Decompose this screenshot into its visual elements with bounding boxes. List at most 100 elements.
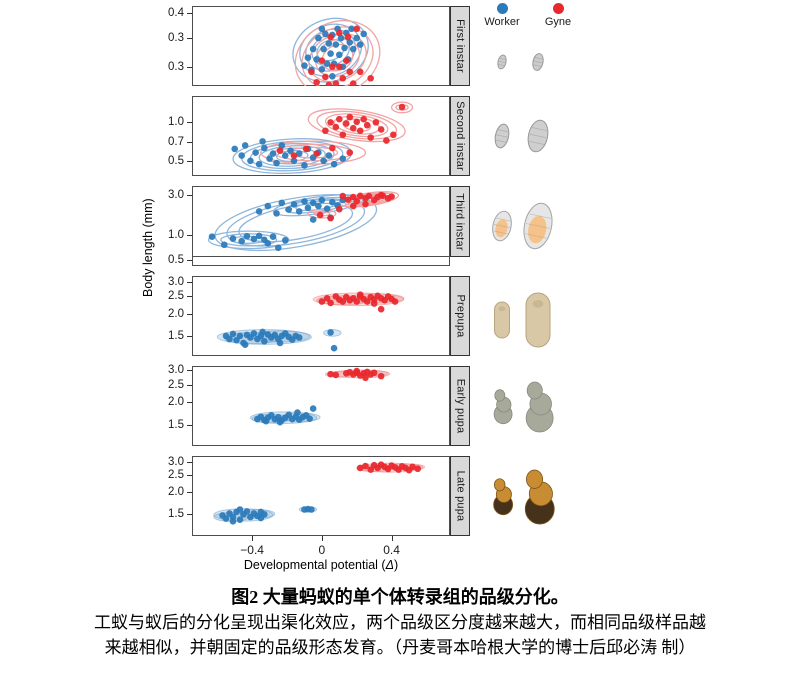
worker-specimen-image [492,210,512,242]
gyne-point [363,298,371,305]
worker-point [255,208,263,215]
gyne-point [349,202,357,210]
facet-panel-4: Prepupa [192,276,470,356]
caption-line-2: 来越相似，并朝固定的品级形态发育。（丹麦哥本哈根大学的博士后邱必涛 制） [104,638,696,657]
gyne-dot-icon [552,3,564,14]
worker-point [229,330,237,338]
worker-point [301,198,308,205]
facet-panel-3: Third instar [192,186,470,266]
y-tick-label: 0.7 [168,136,184,149]
worker-point [304,204,312,212]
y-tick-label: 3.0 [168,188,184,201]
y-tick-mark [187,296,192,298]
gyne-density-ellipse [316,110,398,140]
x-axis-title-delta: Δ [385,558,394,572]
worker-dot-icon [496,3,508,14]
worker-point [290,157,298,165]
legend-worker-label: Worker [484,16,520,28]
worker-point [276,339,284,347]
worker-point [220,241,228,249]
gyne-point [332,123,340,131]
y-tick-mark [187,461,192,463]
worker-point [330,160,338,168]
stage-specimen-photos-4 [494,292,551,348]
gyne-point [365,192,373,200]
x-tick-mark [252,536,254,541]
stage-specimen-photos-6 [493,469,555,525]
worker-point [360,30,368,38]
gyne-point [327,214,334,222]
gyne-point [391,298,399,305]
y-tick-mark [187,234,192,236]
gyne-point [377,126,385,133]
y-tick-label: 2.0 [168,486,184,499]
worker-point [318,25,326,33]
worker-specimen-image [494,123,510,149]
worker-point [339,155,347,162]
gyne-point [342,57,350,64]
x-axis-title-pre: Developmental potential ( [243,558,386,572]
worker-point [229,518,237,525]
worker-point [287,147,294,154]
facet-strip-1: First instar [450,6,470,86]
worker-point [269,233,277,240]
gyne-point [370,300,378,307]
worker-point [261,337,268,345]
gyne-density-ellipse [307,108,406,143]
x-tick-label: −0.4 [240,543,264,557]
worker-point [325,40,333,47]
worker-point [313,56,320,63]
worker-specimen-image [494,301,510,339]
panel-plot-3 [192,186,450,266]
worker-point [273,159,280,167]
gyne-point [316,211,324,219]
gyne-specimen-image [525,292,551,348]
worker-point [318,196,326,204]
gyne-point [325,81,333,86]
facet-strip-label: Third instar [454,192,467,251]
worker-point [309,216,317,223]
gyne-point [414,465,422,473]
gyne-point [339,298,347,305]
worker-point [229,235,237,242]
x-axis-title: Developmental potential (Δ) [192,558,450,572]
facet-panel-5: Early pupa [192,366,470,446]
y-tick-label: 1.0 [168,228,184,241]
y-tick-mark [187,475,192,477]
gyne-point [327,119,334,126]
facet-strip-label: First instar [454,19,466,73]
y-tick-mark [187,402,192,404]
facet-strip-5: Early pupa [450,366,470,446]
y-tick-label: 2.5 [168,378,184,391]
y-tick-label: 1.5 [168,508,184,521]
y-tick-label: 2.0 [168,307,184,320]
gyne-point [329,144,336,152]
worker-point [276,418,284,426]
y-tick-mark [187,160,192,162]
gyne-point [327,370,334,378]
worker-density-ellipse [207,230,290,250]
worker-point [322,30,329,38]
worker-point [257,514,265,522]
gyne-point [353,25,361,33]
gyne-point [349,80,357,86]
gyne-point [360,115,368,123]
worker-point [346,39,354,46]
worker-point [295,208,303,215]
gyne-point [339,192,347,200]
worker-point [315,34,322,42]
facet-panel-2: Second instar [192,96,470,176]
gyne-point [346,149,354,156]
worker-point [252,149,259,156]
gyne-point [346,68,354,76]
gyne-specimen-image [524,469,555,525]
gyne-point [353,197,361,205]
worker-point [243,508,251,515]
gyne-point [370,369,378,377]
gyne-point [313,150,320,157]
facet-panel-6: Late pupa [192,456,470,536]
worker-point [236,506,244,513]
gyne-density-ellipse [390,101,414,114]
facet-strip-label: Late pupa [454,470,466,522]
x-tick-label: 0.4 [383,543,400,557]
